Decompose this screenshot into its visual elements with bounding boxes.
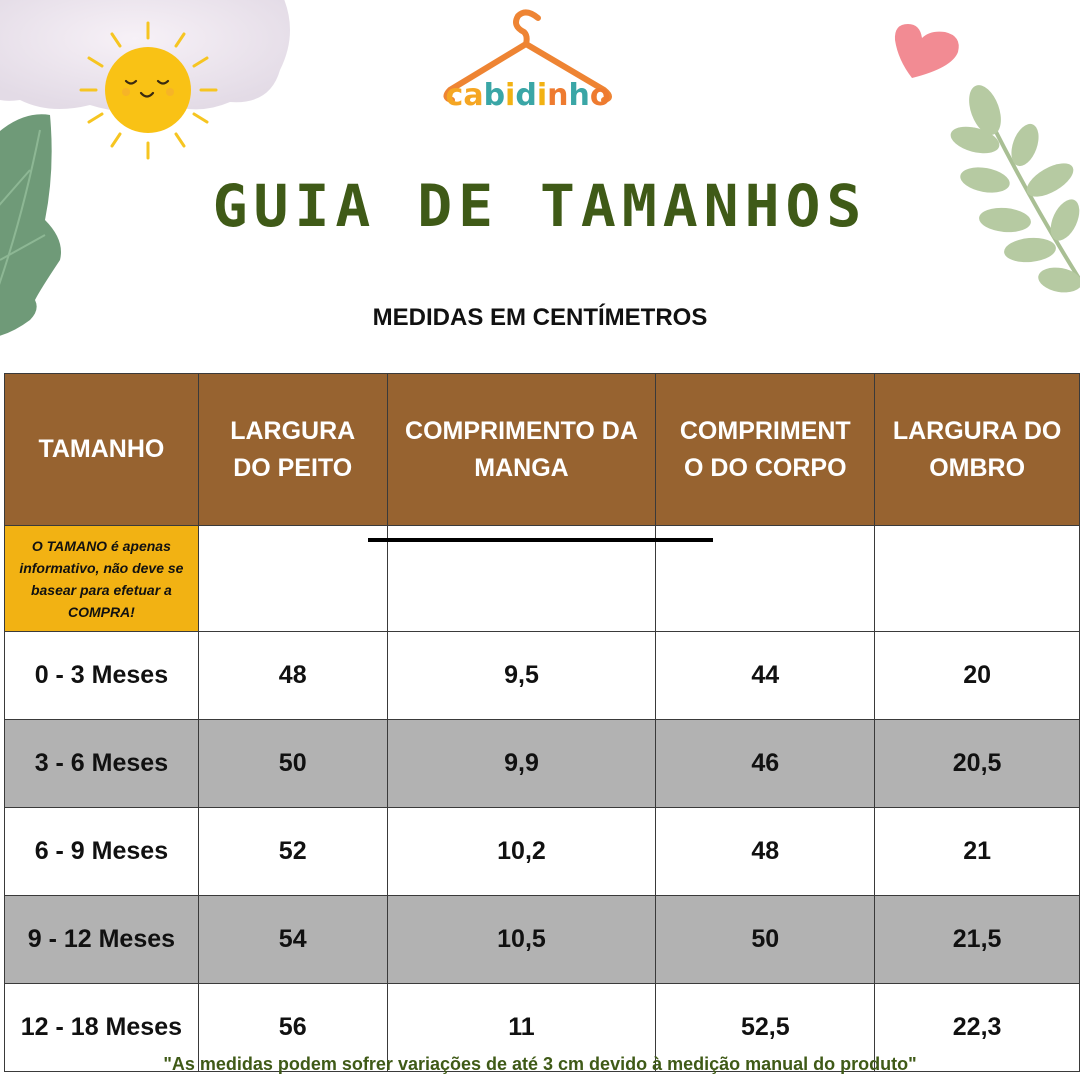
empty-cell — [874, 525, 1080, 632]
empty-cell — [386, 525, 657, 632]
shoulder-width-cell: 20 — [874, 631, 1080, 720]
chest-width-cell: 48 — [197, 631, 388, 720]
size-disclaimer-note: O TAMANO é apenas informativo, não deve … — [4, 525, 199, 632]
body-length-cell: 48 — [655, 807, 876, 896]
logo-letter: h — [568, 78, 590, 113]
logo-letter: a — [463, 78, 484, 113]
header-tamanho: TAMANHO — [4, 373, 199, 526]
shoulder-width-cell: 21 — [874, 807, 1080, 896]
note-row: O TAMANO é apenas informativo, não deve … — [4, 525, 1080, 632]
logo-letter: o — [589, 78, 611, 113]
size-cell: 3 - 6 Meses — [4, 719, 199, 808]
header-comprimento-corpo: COMPRIMENT O DO CORPO — [655, 373, 876, 526]
table-row: 0 - 3 Meses 48 9,5 44 20 — [4, 631, 1080, 720]
size-cell: 0 - 3 Meses — [4, 631, 199, 720]
size-cell: 12 - 18 Meses — [4, 983, 199, 1072]
leafy-branch-decoration — [950, 85, 1080, 293]
chest-width-cell: 52 — [197, 807, 388, 896]
logo-letter: b — [483, 78, 506, 113]
size-cell: 9 - 12 Meses — [4, 895, 199, 984]
logo-letter: i — [536, 78, 548, 113]
logo-letter: d — [515, 78, 537, 113]
body-length-cell: 52,5 — [655, 983, 876, 1072]
sleeve-length-cell: 10,5 — [386, 895, 657, 984]
table-row: 3 - 6 Meses 50 9,9 46 20,5 — [4, 719, 1080, 808]
table-row: 12 - 18 Meses 56 11 52,5 22,3 — [4, 983, 1080, 1072]
body-length-cell: 50 — [655, 895, 876, 984]
size-guide-table: TAMANHO LARGURA DO PEITO COMPRIMENTO DA MA… — [4, 373, 1080, 1072]
chest-width-cell: 50 — [197, 719, 388, 808]
table-row: 6 - 9 Meses 52 10,2 48 21 — [4, 807, 1080, 896]
body-length-cell: 44 — [655, 631, 876, 720]
size-cell: 6 - 9 Meses — [4, 807, 199, 896]
hanger-icon — [443, 9, 612, 103]
empty-cell — [197, 525, 388, 632]
brand-logo: cabidinho — [438, 6, 618, 114]
body-length-cell: 46 — [655, 719, 876, 808]
divider-line — [368, 538, 713, 542]
leaf-decoration — [0, 114, 61, 336]
header-largura-ombro: LARGURA DO OMBRO — [874, 373, 1080, 526]
empty-cell — [655, 525, 876, 632]
shoulder-width-cell: 21,5 — [874, 895, 1080, 984]
page-subtitle: MEDIDAS EM CENTÍMETROS — [372, 304, 708, 331]
shoulder-width-cell: 20,5 — [874, 719, 1080, 808]
sleeve-length-cell: 9,9 — [386, 719, 657, 808]
sleeve-length-cell: 11 — [386, 983, 657, 1072]
logo-letter: n — [547, 78, 569, 113]
logo-letter: i — [505, 78, 516, 113]
table-header-row: TAMANHO LARGURA DO PEITO COMPRIMENTO DA MA… — [4, 373, 1080, 526]
header-comprimento-manga: COMPRIMENTO DA MANGA — [386, 373, 657, 526]
logo-letter: c — [445, 78, 464, 113]
measurement-footnote: "As medidas podem sofrer variações de at… — [163, 1054, 917, 1074]
page-title: GUIA DE TAMANHOS — [212, 172, 868, 240]
chest-width-cell: 54 — [197, 895, 388, 984]
sleeve-length-cell: 10,2 — [386, 807, 657, 896]
shoulder-width-cell: 22,3 — [874, 983, 1080, 1072]
logo-wordmark: cabidinho — [438, 78, 618, 113]
heart-icon — [894, 24, 959, 78]
chest-width-cell: 56 — [197, 983, 388, 1072]
table-row: 9 - 12 Meses 54 10,5 50 21,5 — [4, 895, 1080, 984]
header-largura-peito: LARGURA DO PEITO — [197, 373, 388, 526]
sleeve-length-cell: 9,5 — [386, 631, 657, 720]
sun-icon — [79, 21, 218, 160]
